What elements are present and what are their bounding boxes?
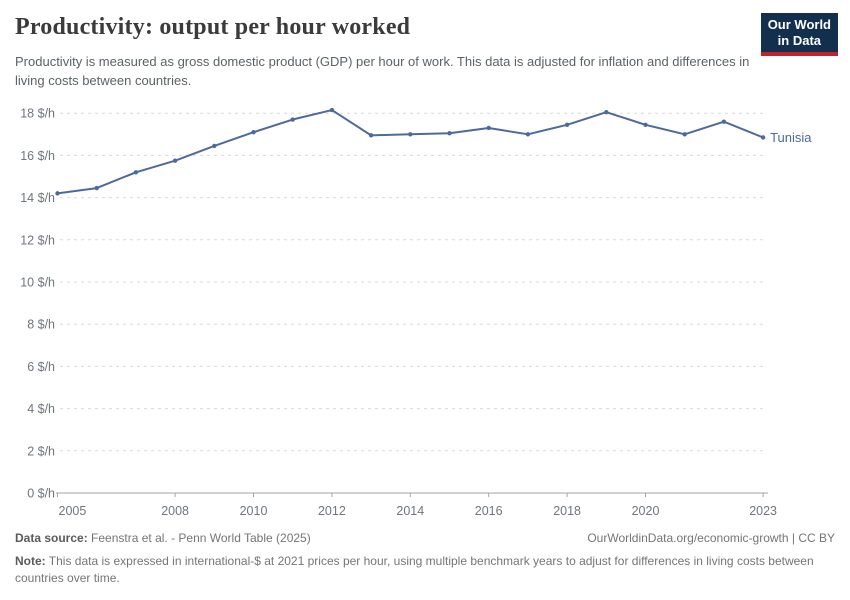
owid-logo-line2: in Data (777, 32, 822, 48)
y-tick-label: 18 $/h (20, 107, 55, 121)
x-tick-label: 2005 (59, 504, 87, 518)
x-tick-label: 2018 (553, 504, 581, 518)
y-tick-label: 2 $/h (27, 444, 55, 458)
data-point[interactable] (329, 107, 335, 113)
data-point[interactable] (55, 191, 60, 196)
entity-label-tunisia[interactable]: Tunisia (770, 130, 812, 145)
x-tick-label: 2010 (240, 504, 268, 518)
data-point[interactable] (368, 133, 374, 138)
y-tick-label: 16 $/h (20, 149, 55, 163)
data-point[interactable] (212, 143, 217, 149)
y-tick-label: 6 $/h (27, 360, 55, 374)
owid-url-link[interactable]: OurWorldinData.org/economic-growth | CC … (587, 531, 835, 545)
note-label: Note: (15, 554, 46, 568)
y-tick-label: 12 $/h (20, 233, 55, 247)
owid-logo[interactable]: Our World in Data (760, 13, 838, 56)
tunisia-line[interactable] (56, 109, 765, 195)
data-point[interactable] (525, 132, 531, 137)
chart-subtitle: Productivity is measured as gross domest… (15, 54, 750, 89)
data-point[interactable] (721, 119, 727, 124)
x-tick-label: 2008 (161, 504, 189, 518)
x-tick-label: 2016 (475, 504, 503, 518)
chart-title: Productivity: output per hour worked (15, 14, 411, 40)
x-tick-label: 2014 (396, 504, 424, 518)
y-tick-label: 10 $/h (20, 276, 55, 290)
note-value: This data is expressed in international-… (15, 554, 814, 586)
data-point[interactable] (251, 129, 256, 135)
data-point[interactable] (760, 135, 766, 140)
data-source-label: Data source: (15, 531, 88, 545)
y-tick-label: 0 $/h (27, 487, 55, 501)
data-point[interactable] (682, 132, 687, 137)
footer-note: Note: This data is expressed in internat… (15, 553, 837, 588)
data-point[interactable] (133, 170, 139, 175)
y-tick-label: 14 $/h (20, 191, 55, 205)
line-chart: 0 $/h 2 $/h 4 $/h 6 $/h 8 $/h 10 $/h 12 $/h 14 … (20, 107, 812, 518)
x-tick-label: 2012 (318, 504, 346, 518)
y-tick-label: 8 $/h (27, 318, 55, 332)
data-point[interactable] (408, 132, 413, 137)
data-point[interactable] (486, 125, 491, 131)
data-source-value: Feenstra et al. - Penn World Table (2025… (87, 531, 311, 545)
data-point[interactable] (172, 158, 178, 163)
data-point[interactable] (447, 131, 452, 136)
data-point[interactable] (604, 109, 609, 115)
owid-logo-line1: Our World (767, 17, 831, 32)
data-point[interactable] (290, 117, 295, 122)
x-tick-label: 2023 (749, 504, 777, 518)
data-point[interactable] (643, 122, 648, 128)
x-tick-label: 2020 (632, 504, 660, 518)
data-point[interactable] (94, 185, 99, 191)
data-source-text: Data source: Feenstra et al. - Penn Worl… (15, 531, 311, 545)
footer-source-row: Data source: Feenstra et al. - Penn Worl… (15, 531, 835, 545)
data-point[interactable] (564, 122, 570, 128)
y-tick-label: 4 $/h (27, 402, 55, 416)
